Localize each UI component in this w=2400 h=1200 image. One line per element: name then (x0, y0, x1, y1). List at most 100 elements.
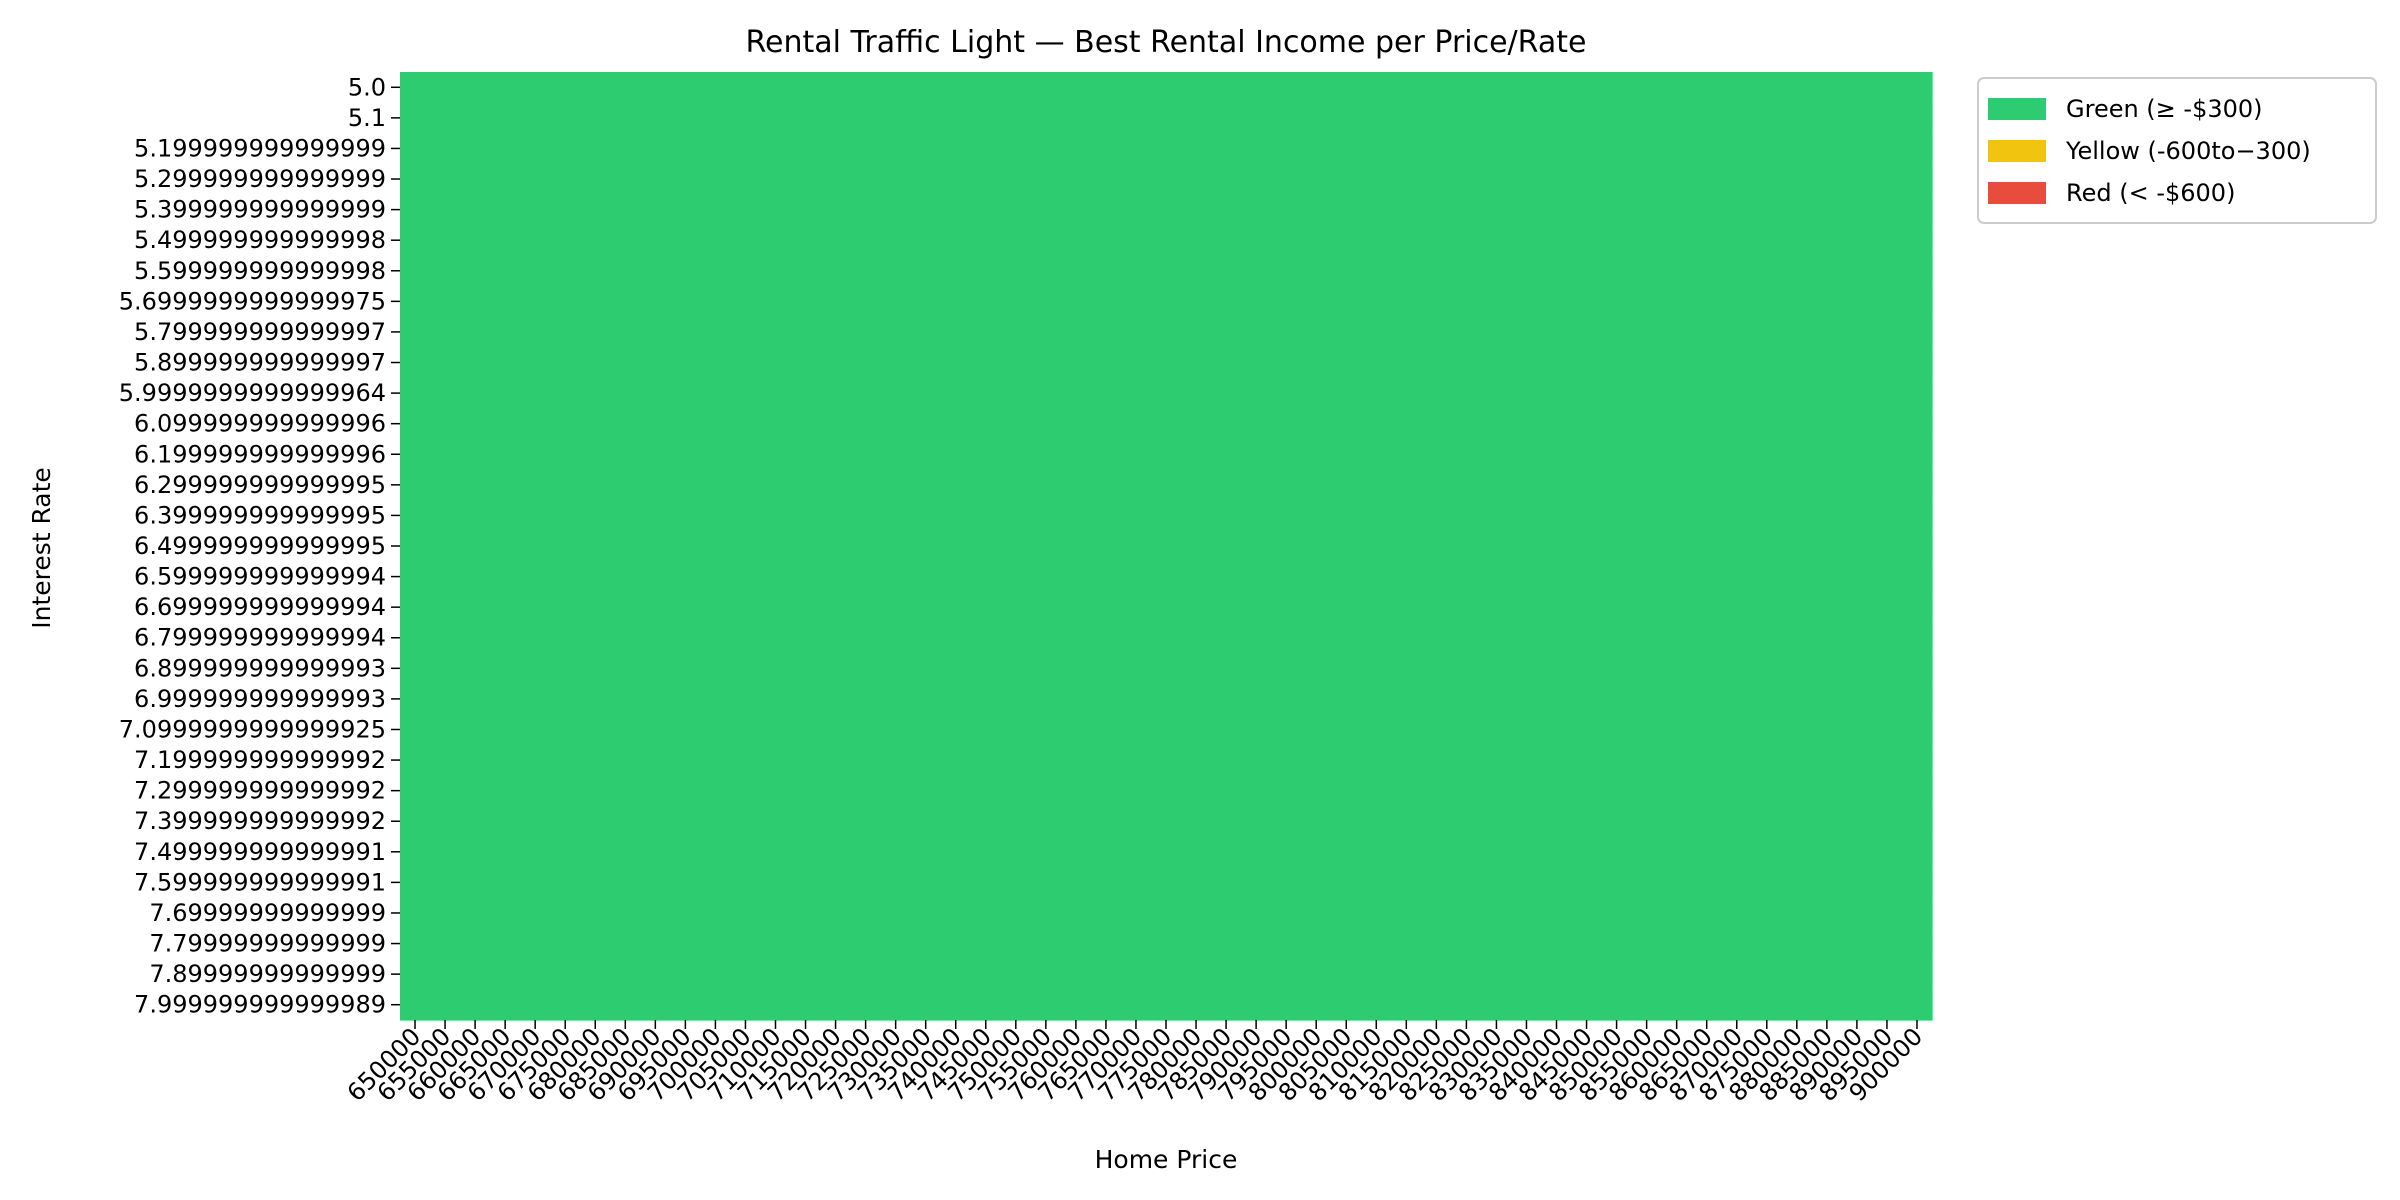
heatmap-cell (1811, 530, 1843, 562)
heatmap-cell (640, 224, 671, 257)
heatmap-cell (1511, 438, 1543, 471)
heatmap-cell (970, 714, 1002, 746)
heatmap-cell (1361, 224, 1392, 257)
heatmap-cell (1901, 316, 1933, 348)
heatmap-cell (520, 989, 551, 1021)
heatmap-cell (1841, 989, 1873, 1021)
heatmap-cell (580, 377, 611, 409)
heatmap-cell (1721, 561, 1753, 593)
heatmap-cell (1181, 500, 1212, 532)
heatmap-cell (430, 194, 461, 226)
heatmap-cell (1361, 316, 1392, 348)
heatmap-cell (1511, 744, 1543, 776)
heatmap-cell (1541, 500, 1573, 532)
heatmap-cell (1871, 469, 1903, 501)
heatmap-cell (820, 897, 852, 929)
y-tick-label: 5.599999999999998 (134, 257, 386, 285)
heatmap-cell (460, 224, 491, 257)
heatmap-cell (1090, 805, 1122, 838)
heatmap-cell (730, 408, 762, 440)
heatmap-cell (1841, 438, 1873, 471)
heatmap-cell (1030, 286, 1062, 318)
heatmap-cell (970, 622, 1002, 654)
heatmap-cell (1060, 347, 1092, 379)
heatmap-cell (1451, 500, 1483, 532)
heatmap-cell (670, 683, 701, 715)
heatmap-cell (1301, 377, 1332, 409)
heatmap-cell (1601, 591, 1633, 624)
heatmap-cell (1331, 805, 1362, 838)
heatmap-cell (1030, 438, 1062, 471)
heatmap-cell (1541, 102, 1573, 134)
heatmap-cell (1751, 836, 1783, 868)
heatmap-cell (640, 867, 671, 899)
heatmap-cell (1150, 561, 1182, 593)
heatmap-cell (1030, 897, 1062, 929)
heatmap-cell (850, 683, 882, 715)
heatmap-cell (1811, 867, 1843, 899)
heatmap-cell (1090, 561, 1122, 593)
heatmap-cell (760, 255, 792, 287)
heatmap-cell (1391, 958, 1422, 991)
heatmap-cell (730, 958, 762, 991)
heatmap-cell (1631, 163, 1663, 195)
heatmap-cell (1691, 775, 1723, 807)
heatmap-cell (490, 561, 521, 593)
heatmap-cell (400, 316, 431, 348)
heatmap-cell (970, 958, 1002, 991)
heatmap-cell (790, 714, 822, 746)
heatmap-cell (1391, 897, 1422, 929)
heatmap-cell (790, 653, 822, 685)
heatmap-cell (1090, 683, 1122, 715)
heatmap-cell (1571, 194, 1603, 226)
heatmap-cell (820, 500, 852, 532)
heatmap-cell (610, 286, 641, 318)
heatmap-cell (1331, 530, 1362, 562)
heatmap-cell (910, 805, 942, 838)
heatmap-cell (1841, 377, 1873, 409)
heatmap-cell (1451, 897, 1483, 929)
heatmap-cell (1241, 653, 1272, 685)
heatmap-cell (1181, 683, 1212, 715)
heatmap-cell (730, 683, 762, 715)
heatmap-cell (1601, 255, 1633, 287)
heatmap-cell (880, 469, 912, 501)
heatmap-cell (1150, 683, 1182, 715)
heatmap-cell (1150, 530, 1182, 562)
heatmap-cell (700, 255, 732, 287)
heatmap-cell (520, 102, 551, 134)
heatmap-cell (880, 836, 912, 868)
heatmap-cell (1361, 163, 1392, 195)
heatmap-cell (730, 194, 762, 226)
heatmap-cell (1781, 530, 1813, 562)
heatmap-cell (850, 622, 882, 654)
heatmap-cell (850, 133, 882, 165)
heatmap-cell (1211, 683, 1242, 715)
heatmap-cell (400, 102, 431, 134)
heatmap-cell (1871, 224, 1903, 257)
heatmap-cell (940, 347, 972, 379)
heatmap-cell (1811, 989, 1843, 1021)
heatmap-cell (1661, 867, 1693, 899)
heatmap-cell (1631, 316, 1663, 348)
heatmap-cell (400, 591, 431, 624)
heatmap-cell (1481, 316, 1513, 348)
heatmap-cell (400, 836, 431, 868)
heatmap-cell (1541, 194, 1573, 226)
heatmap-cell (1181, 836, 1212, 868)
heatmap-cell (1271, 683, 1302, 715)
heatmap-cell (1060, 958, 1092, 991)
heatmap-cell (1120, 500, 1152, 532)
heatmap-cell (1030, 867, 1062, 899)
heatmap-cell (1781, 438, 1813, 471)
heatmap-cell (1120, 622, 1152, 654)
heatmap-cell (820, 928, 852, 960)
heatmap-cell (1841, 561, 1873, 593)
heatmap-cell (670, 989, 701, 1021)
heatmap-cell (1211, 500, 1242, 532)
heatmap-cell (1511, 714, 1543, 746)
heatmap-cell (850, 102, 882, 134)
heatmap-cell (940, 500, 972, 532)
heatmap-cell (1301, 408, 1332, 440)
heatmap-cell (1451, 224, 1483, 257)
